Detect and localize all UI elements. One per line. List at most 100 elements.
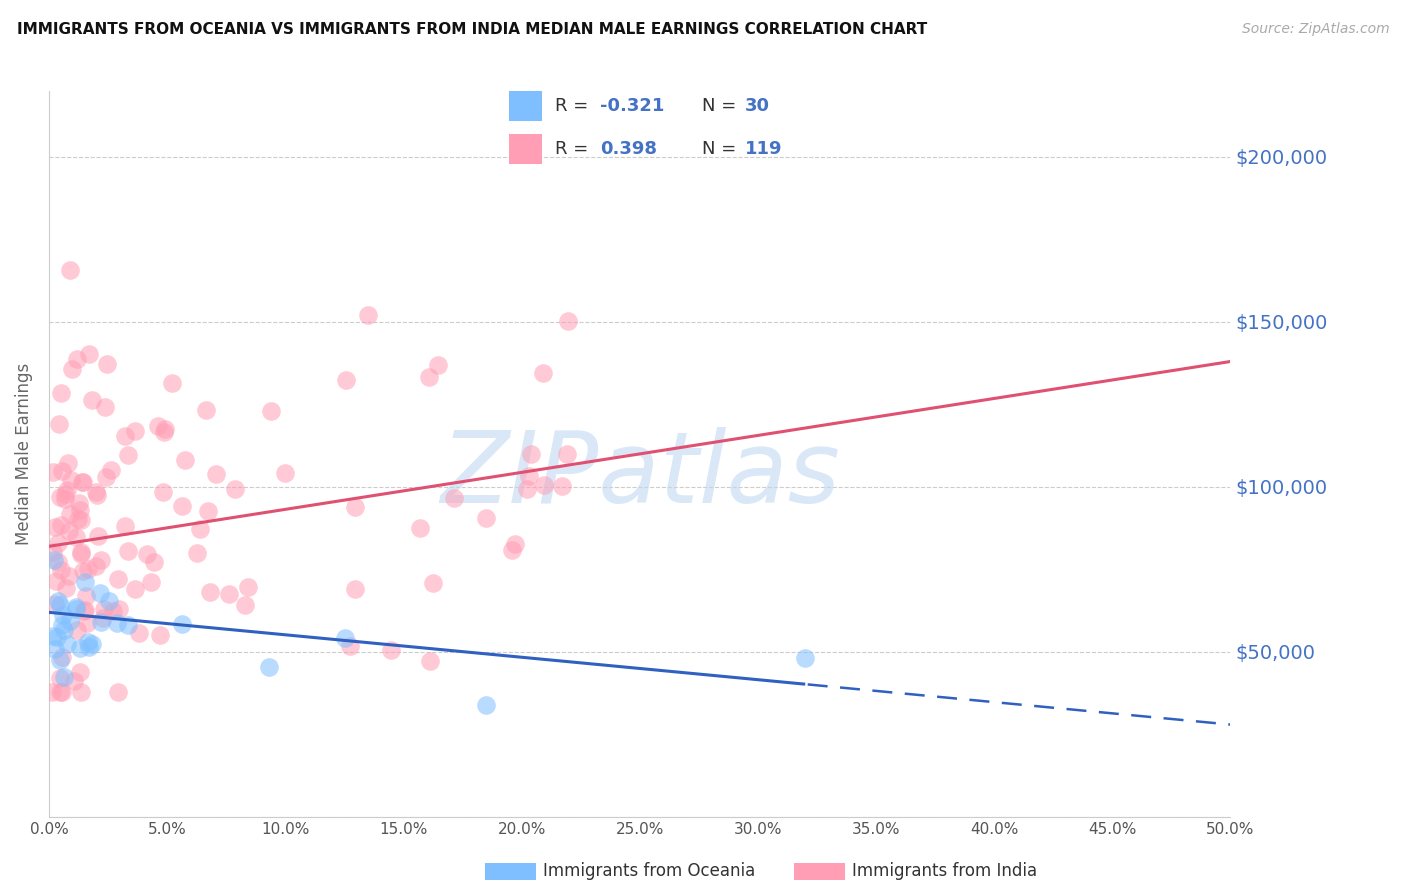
Text: Immigrants from India: Immigrants from India: [852, 863, 1038, 880]
Point: [380, 642, 402, 657]
Point: [422, 575, 444, 590]
Point: [84, 485, 107, 500]
Point: [117, 544, 139, 558]
Point: [80, 637, 103, 651]
Point: [90, 553, 112, 567]
Point: [143, 555, 166, 569]
Point: [344, 500, 367, 514]
Point: [153, 422, 176, 436]
Point: [87, 528, 110, 542]
Point: [186, 546, 208, 560]
Point: [60, 473, 83, 487]
Point: [46, 594, 69, 608]
Point: [56, 483, 79, 497]
Point: [108, 601, 131, 615]
Point: [160, 376, 183, 390]
Point: [105, 615, 128, 630]
Text: 30: 30: [745, 96, 770, 114]
Point: [224, 483, 246, 497]
Point: [75, 589, 97, 603]
Point: [97, 594, 120, 608]
Point: [73, 575, 96, 590]
Point: [557, 314, 579, 328]
Point: [55, 637, 77, 651]
Point: [66, 624, 89, 638]
Point: [67, 495, 90, 509]
Point: [475, 511, 498, 525]
Point: [170, 499, 193, 513]
Point: [257, 659, 280, 673]
Point: [274, 466, 297, 480]
Point: [42, 465, 65, 479]
Point: [100, 463, 122, 477]
Point: [91, 611, 114, 625]
Point: [69, 502, 91, 516]
Point: [103, 604, 125, 618]
Text: N =: N =: [703, 96, 742, 114]
Point: [49, 598, 72, 612]
Point: [65, 530, 87, 544]
Point: [42, 545, 65, 559]
Point: [124, 425, 146, 439]
Point: [66, 352, 89, 367]
Point: [58, 569, 80, 583]
Y-axis label: Median Male Earnings: Median Male Earnings: [15, 363, 32, 545]
Point: [80, 392, 103, 407]
Point: [139, 575, 162, 590]
Point: [77, 347, 100, 361]
Point: [107, 572, 129, 586]
Point: [443, 491, 465, 505]
Point: [76, 615, 98, 630]
Point: [49, 684, 72, 698]
Point: [59, 507, 82, 521]
Point: [42, 629, 65, 643]
Point: [86, 488, 108, 502]
Point: [45, 630, 67, 644]
Point: [149, 628, 172, 642]
Point: [84, 558, 107, 573]
Point: [236, 581, 259, 595]
Point: [70, 513, 93, 527]
Point: [195, 403, 218, 417]
Point: [65, 599, 87, 614]
Point: [72, 475, 94, 489]
Point: [67, 511, 90, 525]
Point: [48, 555, 70, 569]
Point: [173, 453, 195, 467]
Point: [503, 537, 526, 551]
Point: [153, 425, 176, 439]
Point: [114, 428, 136, 442]
Point: [58, 456, 80, 470]
Point: [53, 623, 76, 637]
Point: [218, 587, 240, 601]
Point: [93, 401, 115, 415]
Point: [519, 447, 541, 461]
Point: [51, 684, 73, 698]
Point: [49, 653, 72, 667]
Point: [117, 448, 139, 462]
Point: [72, 475, 94, 489]
Text: ZIPatlas: ZIPatlas: [440, 427, 839, 524]
Point: [419, 654, 441, 668]
Point: [197, 504, 219, 518]
Point: [233, 598, 256, 612]
Point: [475, 698, 498, 713]
Point: [69, 640, 91, 655]
Point: [90, 615, 112, 629]
Point: [114, 518, 136, 533]
Point: [205, 467, 228, 482]
Point: [555, 447, 578, 461]
Point: [533, 478, 555, 492]
Point: [44, 598, 66, 612]
Point: [117, 618, 139, 632]
Point: [42, 553, 65, 567]
Text: R =: R =: [555, 96, 595, 114]
Text: Immigrants from Oceania: Immigrants from Oceania: [543, 863, 755, 880]
Bar: [509, 91, 543, 120]
Point: [128, 625, 150, 640]
Point: [49, 517, 72, 532]
Point: [124, 582, 146, 596]
Point: [65, 602, 87, 616]
Point: [356, 308, 378, 322]
Point: [517, 469, 540, 483]
